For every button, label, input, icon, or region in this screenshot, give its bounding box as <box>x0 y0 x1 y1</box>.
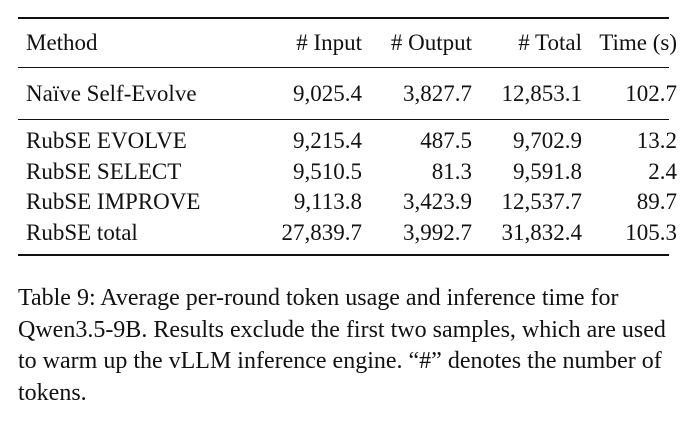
row-time: 2.4 <box>648 158 677 184</box>
row-time: 13.2 <box>636 128 677 153</box>
row-time: 102.7 <box>625 81 677 106</box>
header-time: Time (s) <box>599 30 677 55</box>
row-method: RubSE IMPROVE <box>26 189 201 214</box>
table-caption: Table 9: Average per-round token usage a… <box>18 285 666 406</box>
baseline-section: Naïve Self-Evolve 9,025.4 3,827.7 12,853… <box>18 68 685 119</box>
row-input: 9,025.4 <box>293 81 362 106</box>
row-total: 9,591.8 <box>513 158 582 184</box>
row-total: 12,537.7 <box>501 189 583 214</box>
row-input: 9,510.5 <box>293 158 362 184</box>
row-total: 9,702.9 <box>513 128 582 153</box>
row-time: 89.7 <box>636 189 677 214</box>
token-usage-table: Method # Input # Output # Total Time (s)… <box>18 17 677 256</box>
row-input: 9,215.4 <box>293 128 362 153</box>
table-row: RubSE total 27,839.7 3,992.7 31,832.4 10… <box>18 218 685 249</box>
header-method: Method <box>26 30 98 55</box>
row-output: 3,992.7 <box>403 219 472 245</box>
top-rule <box>18 17 669 19</box>
row-output: 81.3 <box>431 158 472 184</box>
header-total: # Total <box>518 30 582 55</box>
header-input: # Input <box>296 30 362 55</box>
table-row: Naïve Self-Evolve 9,025.4 3,827.7 12,853… <box>18 68 685 119</box>
header-row: Method # Input # Output # Total Time (s) <box>18 19 685 67</box>
row-input: 27,839.7 <box>281 219 363 245</box>
rubse-section: RubSE EVOLVE 9,215.4 487.5 9,702.9 13.2 … <box>18 126 685 248</box>
row-output: 3,423.9 <box>403 189 472 214</box>
section-rule <box>18 119 669 120</box>
header-output: # Output <box>390 30 472 55</box>
header-rule <box>18 67 669 68</box>
row-method: RubSE total <box>26 219 138 245</box>
row-time: 105.3 <box>625 219 677 245</box>
table-row: RubSE EVOLVE 9,215.4 487.5 9,702.9 13.2 <box>18 126 685 157</box>
results-table: Method # Input # Output # Total Time (s) <box>18 19 685 67</box>
table-row: RubSE IMPROVE 9,113.8 3,423.9 12,537.7 8… <box>18 187 685 218</box>
row-method: Naïve Self-Evolve <box>26 81 197 106</box>
row-input: 9,113.8 <box>293 189 362 214</box>
row-method: RubSE SELECT <box>26 158 182 184</box>
row-total: 31,832.4 <box>501 219 583 245</box>
table-row: RubSE SELECT 9,510.5 81.3 9,591.8 2.4 <box>18 157 685 188</box>
row-method: RubSE EVOLVE <box>26 128 187 153</box>
row-output: 3,827.7 <box>403 81 472 106</box>
row-output: 487.5 <box>420 128 472 153</box>
bottom-rule <box>18 254 669 256</box>
row-total: 12,853.1 <box>501 81 583 106</box>
